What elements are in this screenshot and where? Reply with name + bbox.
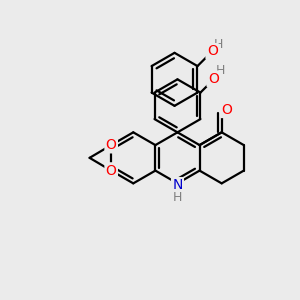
- Text: N: N: [172, 178, 183, 192]
- Text: O: O: [106, 164, 117, 178]
- Text: H: H: [213, 38, 223, 51]
- Text: H: H: [215, 64, 225, 77]
- Text: O: O: [106, 138, 117, 152]
- Text: O: O: [221, 103, 232, 117]
- Text: O: O: [207, 44, 218, 58]
- Text: O: O: [208, 72, 219, 86]
- Text: H: H: [173, 190, 182, 204]
